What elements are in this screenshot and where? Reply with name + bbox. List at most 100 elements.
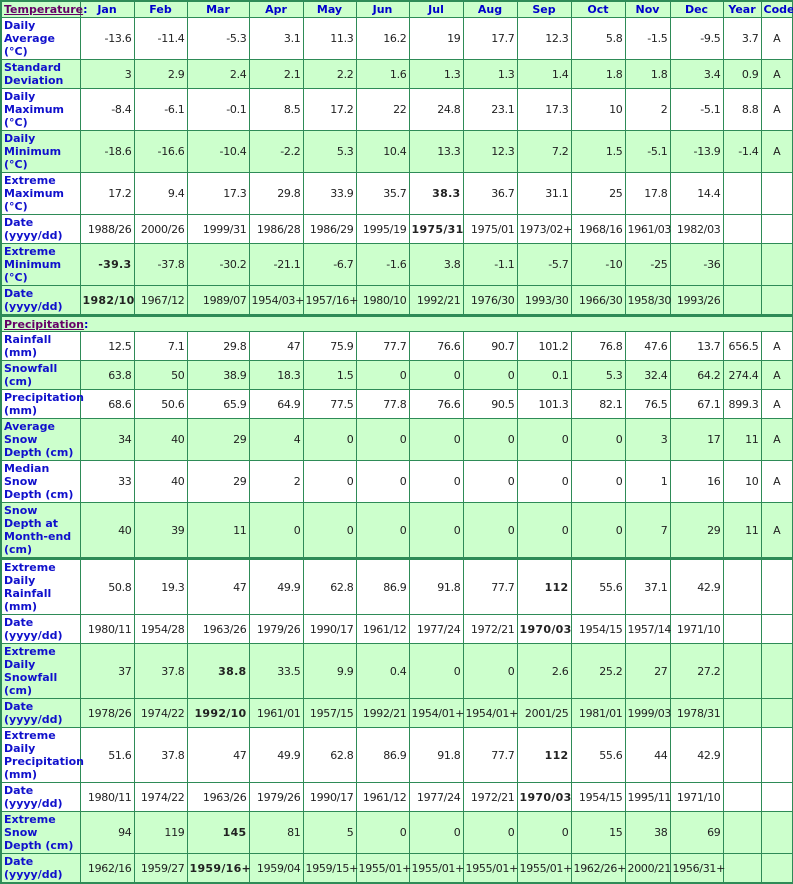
value-cell: 0 <box>408 460 464 503</box>
value-cell: 17.3 <box>516 88 572 131</box>
value-cell: -5.3 <box>186 17 250 60</box>
value-cell: -5.1 <box>624 130 671 173</box>
value-cell: 37.1 <box>624 557 671 615</box>
value-cell: 0 <box>516 502 572 559</box>
value-cell: 10 <box>570 88 626 131</box>
value-cell: -8.4 <box>79 88 135 131</box>
value-cell: 15 <box>570 811 626 854</box>
value-cell: 1.4 <box>516 59 572 89</box>
value-cell: 0.9 <box>722 59 762 89</box>
value-cell: 5.8 <box>570 17 626 60</box>
value-cell: 1990/17 <box>302 782 357 812</box>
value-cell: 75.9 <box>302 331 357 361</box>
table-row: Standard Deviation 3 2.9 2.4 2.1 2.2 1.6 1.3 1.3… <box>0 59 793 89</box>
value-cell: 47 <box>248 331 304 361</box>
row-label: Snowfall (cm) <box>0 360 81 390</box>
value-cell: 0 <box>462 502 518 559</box>
row-label: Date (yyyy/dd) <box>0 853 81 884</box>
value-cell: 40 <box>79 502 135 559</box>
value-cell: 18.3 <box>248 360 304 390</box>
value-cell: 1968/16 <box>570 214 626 244</box>
value-cell: 1974/22 <box>133 782 188 812</box>
value-cell: 1959/27 <box>133 853 188 884</box>
value-cell: 1970/03 <box>516 614 572 644</box>
section-link[interactable]: Temperature <box>4 3 84 16</box>
value-cell: 3.7 <box>722 17 762 60</box>
value-cell: 77.8 <box>355 389 410 419</box>
value-cell: 1961/12 <box>355 782 410 812</box>
value-cell: 29 <box>669 502 724 559</box>
value-cell: 1977/24 <box>408 782 464 812</box>
value-cell: 119 <box>133 811 188 854</box>
table-row: Daily Minimum (°C) -18.6 -16.6 -10.4 -2.2 5.3… <box>0 130 793 173</box>
value-cell <box>722 853 762 884</box>
value-cell: 1963/26 <box>186 782 250 812</box>
value-cell: 0 <box>570 502 626 559</box>
value-cell: 656.5 <box>722 331 762 361</box>
value-cell: 17.3 <box>186 172 250 215</box>
value-cell: 0 <box>462 643 518 699</box>
value-cell: 1959/16+ <box>186 853 251 884</box>
colon: : <box>83 317 89 331</box>
value-cell: 2.6 <box>516 643 572 699</box>
value-cell: 1959/15+ <box>302 853 358 884</box>
value-cell: 1966/30 <box>570 285 626 316</box>
value-cell: -1.4 <box>722 130 762 173</box>
value-cell: 5.3 <box>570 360 626 390</box>
value-cell: 1961/03 <box>624 214 671 244</box>
value-cell: 29 <box>186 418 250 461</box>
value-cell: 91.8 <box>408 557 464 615</box>
value-cell: 62.8 <box>302 557 357 615</box>
value-cell <box>722 782 762 812</box>
value-cell: 2.9 <box>133 59 188 89</box>
value-cell: 0 <box>408 360 464 390</box>
value-cell: 3 <box>624 418 671 461</box>
value-cell: 44 <box>624 727 671 783</box>
value-cell: 899.3 <box>722 389 762 419</box>
value-cell <box>722 285 762 316</box>
value-cell: 1993/30 <box>516 285 572 316</box>
code-cell <box>760 727 793 783</box>
value-cell: 47.6 <box>624 331 671 361</box>
value-cell: 7 <box>624 502 671 559</box>
value-cell: 0 <box>462 418 518 461</box>
row-label: Median Snow Depth (cm) <box>0 460 81 503</box>
code-cell <box>760 614 793 644</box>
value-cell: 1995/19 <box>355 214 410 244</box>
value-cell: 112 <box>516 557 572 615</box>
value-cell: 14.4 <box>669 172 724 215</box>
row-label: Snow Depth at Month-end (cm) <box>0 502 81 559</box>
table-row: Date (yyyy/dd) 1980/11 1954/28 1963/26 1979/… <box>0 614 793 644</box>
value-cell: 1 <box>624 460 671 503</box>
value-cell: 1990/17 <box>302 614 357 644</box>
value-cell: 0 <box>408 502 464 559</box>
column-header-may: May <box>302 0 357 18</box>
value-cell: -36 <box>669 243 724 286</box>
value-cell: 19 <box>408 17 464 60</box>
value-cell: 0 <box>248 502 304 559</box>
value-cell: 1961/01 <box>248 698 304 728</box>
section-header-temperature: Temperature: Jan Feb Mar Apr May Jun Jul Aug Sep O… <box>0 0 793 18</box>
value-cell: 2.2 <box>302 59 357 89</box>
value-cell: 55.6 <box>570 727 626 783</box>
table-row: Date (yyyy/dd) 1962/16 1959/27 1959/16+ 1959… <box>0 853 793 884</box>
value-cell: 76.8 <box>570 331 626 361</box>
value-cell: 1988/26 <box>79 214 135 244</box>
value-cell: 1986/29 <box>302 214 357 244</box>
table-row: Snow Depth at Month-end (cm) 40 39 11 0 0 0 0 0 0… <box>0 502 793 559</box>
value-cell: 1982/10 <box>79 285 135 316</box>
value-cell: 1976/30 <box>462 285 518 316</box>
table-row: Rainfall (mm) 12.5 7.1 29.8 47 75.9 77.7 76.6 90… <box>0 331 793 361</box>
section-link[interactable]: Precipitation <box>4 317 84 331</box>
value-cell: 1978/26 <box>79 698 135 728</box>
value-cell: 1981/01 <box>570 698 626 728</box>
table-row: Daily Maximum (°C) -8.4 -6.1 -0.1 8.5 17.2 22 2… <box>0 88 793 131</box>
value-cell: 17 <box>669 418 724 461</box>
code-cell: A <box>760 59 793 89</box>
value-cell: 1982/03 <box>669 214 724 244</box>
value-cell: 1954/15 <box>570 614 626 644</box>
value-cell: 0 <box>355 360 410 390</box>
value-cell: 49.9 <box>248 727 304 783</box>
value-cell: -10 <box>570 243 626 286</box>
value-cell: 8.8 <box>722 88 762 131</box>
